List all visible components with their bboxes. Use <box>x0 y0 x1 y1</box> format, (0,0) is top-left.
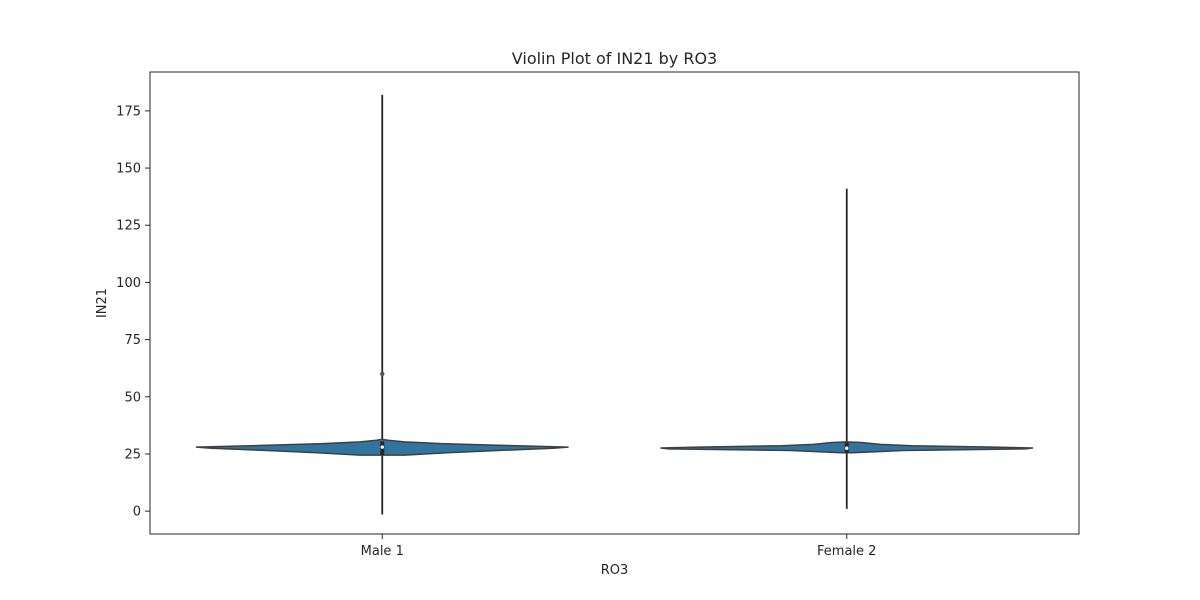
x-axis: Male 1 Female 2 <box>361 534 876 559</box>
violins-layer <box>195 94 1034 515</box>
x-axis-title: RO3 <box>601 563 629 578</box>
violin-male-1 <box>195 94 569 515</box>
y-tick-label: 100 <box>116 276 141 291</box>
violin-median <box>379 444 385 450</box>
y-tick-label: 150 <box>116 162 141 177</box>
y-axis: 0 25 50 75 100 125 150 175 <box>116 104 150 520</box>
outlier-point <box>380 371 385 377</box>
chart-title: Violin Plot of IN21 by RO3 <box>512 49 717 68</box>
violin-median <box>844 445 850 451</box>
y-tick-label: 0 <box>133 505 141 520</box>
x-tick-label: Female 2 <box>817 544 876 559</box>
y-axis-title: IN21 <box>95 288 110 318</box>
plot-area-frame <box>149 71 1080 535</box>
violin-female-2 <box>660 188 1034 509</box>
y-tick-label: 25 <box>124 447 141 462</box>
y-tick-label: 125 <box>116 219 141 234</box>
y-tick-label: 50 <box>124 390 141 405</box>
x-tick-label: Male 1 <box>361 544 404 559</box>
y-tick-label: 175 <box>116 104 141 119</box>
y-tick-label: 75 <box>124 333 141 348</box>
